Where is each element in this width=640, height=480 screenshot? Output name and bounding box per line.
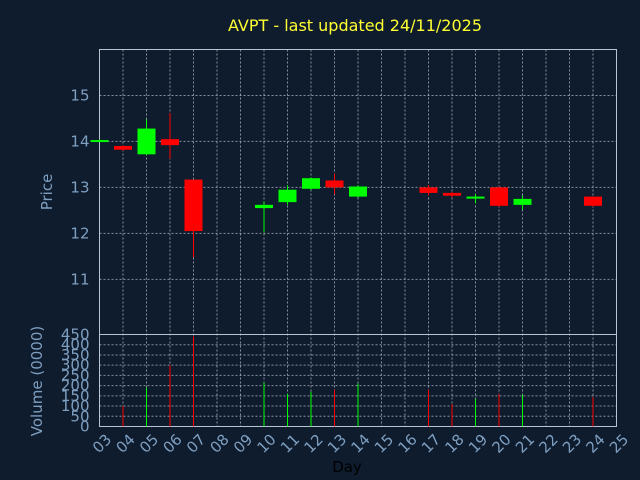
candle-17 xyxy=(419,185,438,196)
candle-06 xyxy=(161,112,179,159)
candle-24 xyxy=(584,196,602,207)
candles xyxy=(90,112,602,258)
price-tick-label: 12 xyxy=(70,224,89,242)
price-tick-label: 13 xyxy=(70,178,89,196)
candle-body xyxy=(255,204,273,209)
candle-body xyxy=(419,187,438,193)
x-tick-label: 19 xyxy=(465,431,491,457)
x-tick-label: 23 xyxy=(559,431,585,457)
volume-bars xyxy=(122,336,594,427)
x-tick-label: 11 xyxy=(277,431,303,457)
candle-body xyxy=(302,178,320,189)
candle-04 xyxy=(114,145,132,151)
candle-12 xyxy=(302,177,320,190)
price-tick-label: 15 xyxy=(70,86,89,104)
candle-body xyxy=(114,146,132,150)
candle-body xyxy=(90,140,109,143)
volume-tick-label: 300 xyxy=(61,356,90,374)
candle-18 xyxy=(443,192,461,198)
x-tick-label: 06 xyxy=(160,431,186,457)
x-tick-label: 08 xyxy=(207,431,233,457)
x-tick-label: 25 xyxy=(606,431,632,457)
x-tick-label: 21 xyxy=(512,431,538,457)
x-tick-label: 05 xyxy=(136,431,162,457)
candle-body xyxy=(278,189,297,203)
x-tick-label: 04 xyxy=(113,431,139,457)
volume-tick-label: 450 xyxy=(61,326,90,344)
candle-14 xyxy=(349,185,367,198)
volume-tick-label: 150 xyxy=(61,387,90,405)
chart-title: AVPT - last updated 24/11/2025 xyxy=(228,16,482,35)
candle-13 xyxy=(325,173,344,195)
price-tick-label: 14 xyxy=(70,132,89,150)
x-tick-label: 03 xyxy=(89,431,115,457)
grid-layer xyxy=(99,49,617,427)
volume-tick-label: 50 xyxy=(70,407,89,425)
x-axis-label: Day xyxy=(332,458,362,476)
price-axis-label: Price xyxy=(38,174,56,211)
x-tick-label: 12 xyxy=(301,431,327,457)
x-tick-label: 22 xyxy=(536,431,562,457)
volume-tick-label: 400 xyxy=(61,336,90,354)
x-tick-label: 20 xyxy=(489,431,515,457)
volume-axis-label: Volume (0000) xyxy=(28,326,46,436)
volume-tick-label: 200 xyxy=(61,377,90,395)
candle-body xyxy=(584,196,602,206)
x-tick-label: 15 xyxy=(371,431,397,457)
candle-body xyxy=(184,179,203,232)
candle-body xyxy=(137,128,156,155)
volume-tick-label: 250 xyxy=(61,366,90,384)
candle-body xyxy=(466,196,485,199)
candle-07 xyxy=(184,179,203,258)
candle-05 xyxy=(137,119,156,156)
x-tick-label: 24 xyxy=(583,431,609,457)
candle-body xyxy=(325,180,344,188)
candle-body xyxy=(349,186,367,197)
candle-10 xyxy=(255,201,273,233)
volume-tick-label: 100 xyxy=(61,397,90,415)
x-tick-label: 18 xyxy=(442,431,468,457)
x-tick-label: 17 xyxy=(418,431,444,457)
x-tick-label: 14 xyxy=(348,431,374,457)
x-tick-label: 13 xyxy=(324,431,350,457)
candle-11 xyxy=(278,185,297,205)
x-tick-label: 09 xyxy=(230,431,256,457)
candle-body xyxy=(443,192,461,196)
price-tick-label: 11 xyxy=(70,270,89,288)
candle-21 xyxy=(513,195,532,210)
candle-body xyxy=(490,187,508,206)
volume-tick-label: 0 xyxy=(80,418,90,436)
x-tick-label: 16 xyxy=(395,431,421,457)
volume-tick-label: 350 xyxy=(61,346,90,364)
candle-19 xyxy=(466,194,485,204)
x-tick-label: 07 xyxy=(183,431,209,457)
candle-03 xyxy=(90,139,109,143)
candle-body xyxy=(161,139,179,146)
candle-body xyxy=(513,198,532,205)
x-tick-label: 10 xyxy=(254,431,280,457)
candle-20 xyxy=(490,186,508,207)
